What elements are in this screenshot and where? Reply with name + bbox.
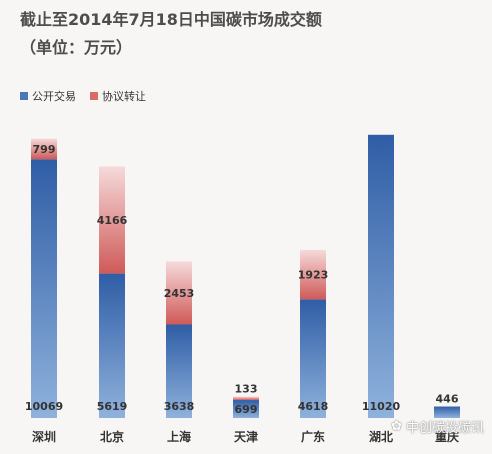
legend-label-agreement: 协议转让 <box>102 90 146 103</box>
legend-swatch-agreement <box>90 92 98 100</box>
category-label-6: 重庆 <box>435 429 459 444</box>
bar-agreement-1 <box>99 166 125 274</box>
bar-agreement-4 <box>300 249 326 300</box>
chart-legend: 公开交易 协议转让 <box>20 88 146 104</box>
bar-public-2 <box>166 324 192 418</box>
value-label-public-2: 3638 <box>164 400 195 413</box>
category-label-0: 深圳 <box>32 429 56 444</box>
legend-swatch-public <box>20 92 28 100</box>
bar-public-0 <box>31 159 57 419</box>
bar-public-6 <box>434 406 460 418</box>
value-label-agreement-4: 1923 <box>298 269 329 282</box>
category-label-3: 天津 <box>234 429 258 444</box>
value-label-public-0: 10069 <box>25 400 63 413</box>
value-label-public-4: 4618 <box>298 400 329 413</box>
bar-public-1 <box>99 273 125 418</box>
watermark-text: 中创碳投碳讯 <box>405 421 484 436</box>
bar-public-3 <box>233 400 259 418</box>
value-label-agreement-1: 4166 <box>97 214 128 227</box>
value-label-agreement-2: 2453 <box>164 287 195 300</box>
value-label-public-1: 5619 <box>97 400 128 413</box>
watermark: ✿ 中创碳投碳讯 <box>391 417 484 436</box>
value-label-public-5: 11020 <box>362 400 401 413</box>
value-label-agreement-3: 133 <box>235 383 258 396</box>
bar-agreement-0 <box>31 138 57 160</box>
bar-agreement-2 <box>166 261 192 325</box>
category-label-1: 北京 <box>100 429 124 444</box>
value-label-public-3: 699 <box>235 403 258 416</box>
legend-item-public: 公开交易 <box>20 88 76 104</box>
chart-title: 截止至2014年7月18日中国碳市场成交额 <box>20 10 322 29</box>
bar-public-5 <box>368 134 394 418</box>
bar-agreement-3 <box>233 396 259 401</box>
value-label-public-6: 446 <box>436 393 459 406</box>
chart-subtitle: （单位：万元） <box>20 38 133 57</box>
category-label-4: 广东 <box>301 429 325 444</box>
legend-label-public: 公开交易 <box>32 90 76 103</box>
legend-item-agreement: 协议转让 <box>90 88 146 104</box>
wechat-icon: ✿ <box>391 419 402 434</box>
value-label-agreement-0: 799 <box>33 143 56 156</box>
category-label-2: 上海 <box>167 429 191 444</box>
bar-public-4 <box>300 299 326 418</box>
category-label-5: 湖北 <box>369 429 393 444</box>
